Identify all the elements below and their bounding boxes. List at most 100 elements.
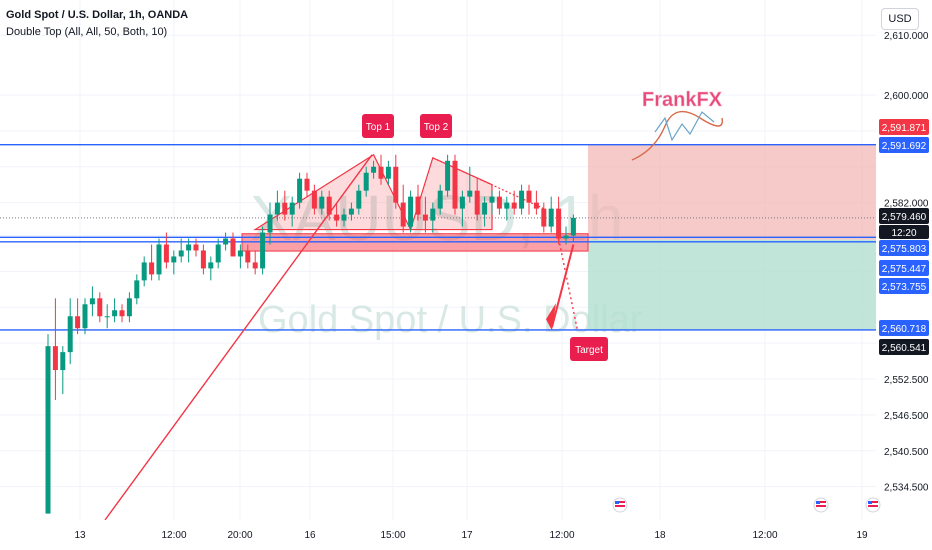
candle[interactable] bbox=[533, 190, 539, 215]
price-badge[interactable] bbox=[879, 208, 929, 224]
candle[interactable] bbox=[252, 250, 258, 275]
candle[interactable] bbox=[223, 232, 229, 251]
candle[interactable] bbox=[459, 190, 465, 227]
candle[interactable] bbox=[489, 190, 495, 215]
candle[interactable] bbox=[526, 184, 532, 215]
candle[interactable] bbox=[334, 202, 340, 227]
candle[interactable] bbox=[126, 292, 132, 323]
candle[interactable] bbox=[267, 202, 273, 245]
price-badge[interactable] bbox=[879, 119, 929, 135]
currency-button[interactable]: USD bbox=[881, 8, 919, 30]
candle[interactable] bbox=[415, 184, 421, 221]
candle[interactable] bbox=[326, 190, 332, 221]
candle[interactable] bbox=[119, 304, 125, 323]
candle[interactable] bbox=[89, 286, 95, 317]
candle[interactable] bbox=[163, 232, 169, 269]
candle-body bbox=[341, 214, 347, 221]
candle[interactable] bbox=[311, 184, 317, 215]
top-label-box[interactable] bbox=[420, 114, 452, 138]
candle[interactable] bbox=[149, 244, 155, 281]
candle[interactable] bbox=[274, 190, 280, 221]
candle[interactable] bbox=[208, 256, 214, 281]
indicator-label[interactable]: Double Top (All, All, 50, Both, 10) bbox=[6, 26, 168, 38]
candle[interactable] bbox=[348, 202, 354, 221]
candle-body bbox=[297, 178, 303, 203]
us-flag-icon[interactable] bbox=[813, 497, 829, 513]
candle[interactable] bbox=[570, 214, 576, 242]
price-badge[interactable] bbox=[879, 339, 929, 355]
candle[interactable] bbox=[156, 238, 162, 281]
time-axis[interactable] bbox=[0, 520, 932, 550]
candle[interactable] bbox=[141, 256, 147, 287]
price-badge[interactable] bbox=[879, 225, 929, 239]
candle[interactable] bbox=[519, 184, 525, 215]
candle[interactable] bbox=[112, 298, 118, 323]
watermark-description: Gold Spot / U.S. Dollar bbox=[258, 299, 643, 341]
candle[interactable] bbox=[200, 244, 206, 275]
us-flag-icon[interactable] bbox=[612, 497, 628, 513]
candle[interactable] bbox=[482, 196, 488, 227]
candle[interactable] bbox=[104, 304, 110, 329]
candle[interactable] bbox=[186, 238, 192, 263]
candle[interactable] bbox=[541, 202, 547, 233]
candle[interactable] bbox=[452, 154, 458, 215]
stop-zone[interactable] bbox=[588, 144, 876, 240]
candle[interactable] bbox=[319, 190, 325, 215]
candle[interactable] bbox=[230, 232, 236, 257]
candle[interactable] bbox=[556, 196, 562, 245]
candle[interactable] bbox=[245, 244, 251, 269]
candle-body bbox=[156, 244, 162, 275]
candle[interactable] bbox=[378, 154, 384, 185]
candle[interactable] bbox=[82, 298, 88, 335]
target-label-box[interactable] bbox=[570, 337, 608, 361]
candle[interactable] bbox=[134, 274, 140, 305]
candle[interactable] bbox=[422, 196, 428, 233]
target-zone[interactable] bbox=[588, 239, 876, 330]
top-label: Top 1 bbox=[366, 122, 391, 133]
price-badge[interactable] bbox=[879, 278, 929, 294]
candle[interactable] bbox=[363, 166, 369, 197]
candle[interactable] bbox=[341, 208, 347, 227]
candle[interactable] bbox=[289, 196, 295, 227]
candle[interactable] bbox=[496, 190, 502, 215]
candle[interactable] bbox=[52, 298, 58, 400]
candle[interactable] bbox=[297, 172, 303, 209]
candle[interactable] bbox=[304, 172, 310, 197]
candle[interactable] bbox=[282, 190, 288, 221]
candle[interactable] bbox=[548, 196, 554, 233]
candle[interactable] bbox=[445, 154, 451, 197]
price-badge[interactable] bbox=[879, 320, 929, 336]
price-badge[interactable] bbox=[879, 260, 929, 276]
candle[interactable] bbox=[45, 334, 51, 514]
top-label-box[interactable] bbox=[362, 114, 394, 138]
candle[interactable] bbox=[237, 244, 243, 269]
us-flag-icon[interactable] bbox=[865, 497, 881, 513]
candle[interactable] bbox=[393, 154, 399, 209]
candle[interactable] bbox=[60, 346, 66, 394]
candle[interactable] bbox=[511, 190, 517, 215]
candle[interactable] bbox=[67, 298, 73, 365]
candle[interactable] bbox=[385, 160, 391, 185]
candle[interactable] bbox=[563, 226, 569, 245]
candle-body bbox=[556, 208, 562, 239]
candle[interactable] bbox=[504, 196, 510, 221]
candle[interactable] bbox=[437, 184, 443, 215]
candle[interactable] bbox=[474, 178, 480, 221]
candle[interactable] bbox=[75, 298, 81, 335]
candle[interactable] bbox=[356, 184, 362, 215]
candle[interactable] bbox=[171, 250, 177, 275]
candle[interactable] bbox=[178, 238, 184, 263]
candle[interactable] bbox=[260, 226, 266, 275]
candle[interactable] bbox=[215, 238, 221, 269]
candle[interactable] bbox=[193, 238, 199, 257]
candle[interactable] bbox=[408, 190, 414, 233]
price-badge[interactable] bbox=[879, 240, 929, 256]
candle[interactable] bbox=[97, 292, 103, 323]
trend-line[interactable] bbox=[104, 154, 373, 521]
price-badge[interactable] bbox=[879, 137, 929, 153]
candle[interactable] bbox=[467, 166, 473, 203]
candle[interactable] bbox=[400, 184, 406, 233]
candle[interactable] bbox=[371, 160, 377, 179]
candle[interactable] bbox=[430, 202, 436, 233]
